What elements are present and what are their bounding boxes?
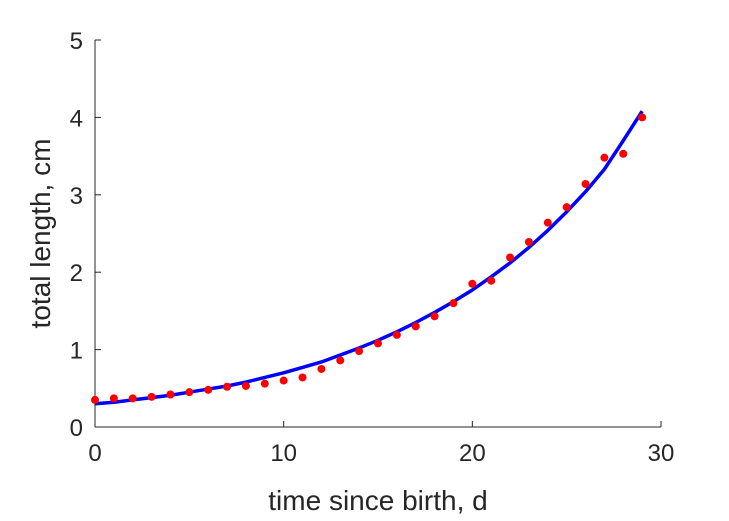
data-point: [204, 385, 213, 394]
ticks: 0 10 20 30 0 1 2 3 4 5: [70, 28, 675, 467]
data-point: [279, 376, 288, 385]
x-tick-label: 20: [459, 440, 486, 467]
data-point: [543, 218, 552, 227]
x-tick-label: 30: [648, 440, 675, 467]
data-point: [355, 347, 364, 356]
data-point: [128, 394, 137, 403]
data-point: [109, 394, 118, 403]
data-point: [166, 390, 175, 399]
data-point: [223, 382, 232, 391]
data-point: [241, 381, 250, 390]
data-point: [638, 113, 647, 122]
data-point: [562, 203, 571, 212]
data-point: [430, 312, 439, 321]
data-point: [506, 253, 515, 262]
y-tick-label: 3: [70, 183, 83, 210]
data-point: [468, 279, 477, 288]
y-axis-label: total length, cm: [25, 139, 56, 329]
data-points-layer: [91, 113, 647, 404]
data-point: [619, 149, 628, 158]
data-point: [185, 388, 194, 397]
x-tick-label: 10: [270, 440, 297, 467]
y-tick-label: 1: [70, 338, 83, 365]
data-point: [487, 276, 496, 285]
data-point: [260, 379, 269, 388]
y-tick-label: 4: [70, 105, 83, 132]
x-axis-label: time since birth, d: [268, 485, 487, 516]
data-point: [317, 364, 326, 373]
x-tick-label: 0: [88, 440, 101, 467]
data-point: [336, 356, 345, 365]
data-point: [411, 322, 420, 331]
y-tick-label: 5: [70, 28, 83, 55]
data-point: [600, 153, 609, 162]
y-tick-label: 2: [70, 260, 83, 287]
data-point: [581, 179, 590, 188]
fit-curve-layer: [94, 110, 644, 406]
data-point: [91, 395, 99, 404]
fit-curve: [94, 110, 644, 406]
data-point: [147, 392, 156, 401]
data-point: [392, 330, 401, 339]
axes: [94, 40, 661, 428]
y-tick-label: 0: [70, 415, 83, 442]
data-point: [298, 373, 307, 382]
data-point: [374, 339, 382, 348]
data-point: [449, 299, 458, 308]
data-point: [524, 238, 533, 247]
